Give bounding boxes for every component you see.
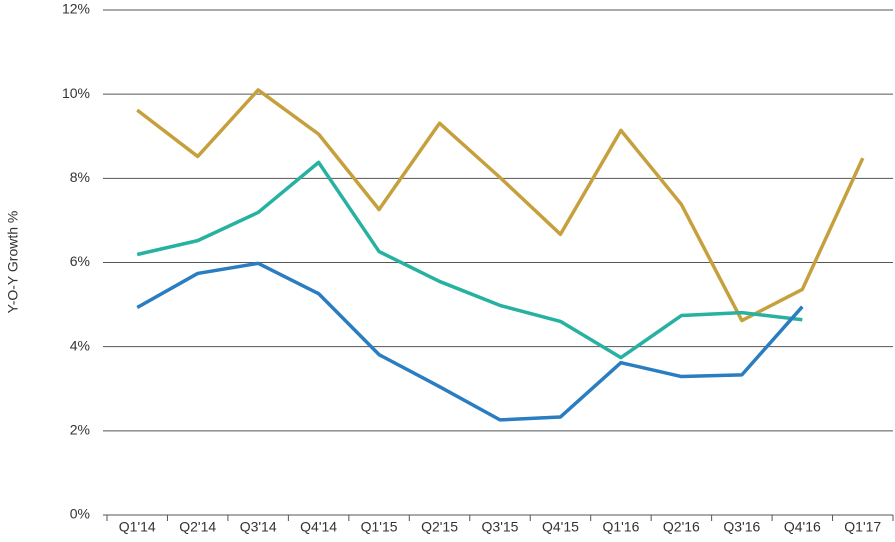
line-series [136,160,803,360]
y-tick-label: 6% [70,253,90,269]
y-axis-label: Y-O-Y Growth % [5,211,21,314]
x-tick-label: Q1'17 [844,519,881,535]
x-tick-label: Q1'16 [602,519,639,535]
y-tick-label: 4% [70,337,90,353]
y-tick-label: 0% [70,506,90,522]
x-tick-label: Q2'16 [663,519,700,535]
x-tick-label: Q4'15 [542,519,579,535]
y-tick-label: 10% [62,85,90,101]
y-tick-label: 8% [70,169,90,185]
line-series [136,261,804,422]
x-tick-label: Q1'14 [119,519,156,535]
y-tick-label: 2% [70,422,90,438]
x-tick-label: Q1'15 [361,519,398,535]
y-tick-label: 12% [62,1,90,17]
x-tick-label: Q2'14 [179,519,216,535]
x-tick-label: Q2'15 [421,519,458,535]
x-tick-label: Q4'14 [300,519,337,535]
line-series [136,88,865,323]
x-tick-label: Q3'15 [482,519,519,535]
x-tick-label: Q3'14 [240,519,277,535]
x-tick-label: Q3'16 [723,519,760,535]
x-tick-label: Q4'16 [784,519,821,535]
